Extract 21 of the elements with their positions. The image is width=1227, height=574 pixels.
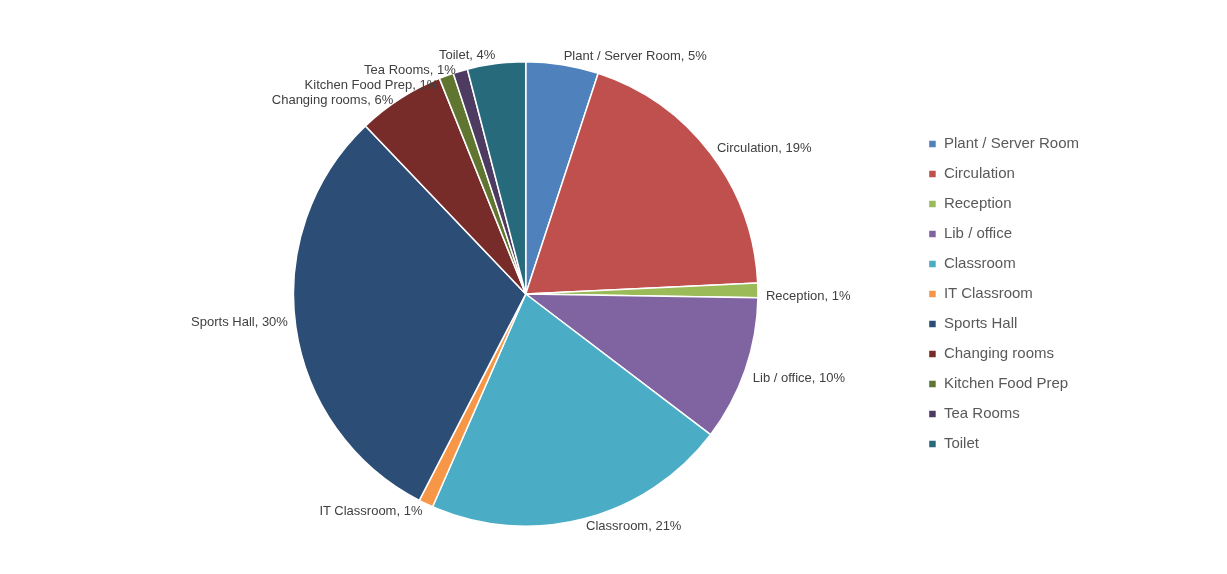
legend-label: Plant / Server Room bbox=[943, 134, 1080, 152]
legend-label: Circulation bbox=[943, 164, 1015, 182]
legend-label: IT Classroom bbox=[943, 284, 1033, 302]
legend-label: Reception bbox=[943, 194, 1012, 212]
data-label: Lib / office, 10% bbox=[752, 370, 846, 386]
data-label: Plant / Server Room, 5% bbox=[563, 48, 708, 64]
legend-label: Lib / office bbox=[943, 224, 1013, 242]
data-label: Circulation, 19% bbox=[716, 140, 812, 156]
legend-label: Classroom bbox=[943, 254, 1016, 272]
legend-label: Tea Rooms bbox=[943, 404, 1020, 422]
data-label: Classroom, 21% bbox=[586, 518, 682, 534]
data-label: Changing rooms, 6% bbox=[271, 92, 394, 108]
data-label: Sports Hall, 30% bbox=[191, 313, 289, 329]
data-label: Reception, 1% bbox=[765, 287, 851, 303]
legend-label: Sports Hall bbox=[943, 314, 1018, 332]
data-label: Tea Rooms, 1% bbox=[364, 62, 457, 78]
data-label: Toilet, 4% bbox=[438, 47, 496, 63]
legend-label: Toilet bbox=[943, 434, 980, 452]
data-label: IT Classroom, 1% bbox=[319, 502, 423, 518]
legend-label: Kitchen Food Prep bbox=[943, 374, 1069, 392]
legend-label: Changing rooms bbox=[943, 344, 1055, 362]
